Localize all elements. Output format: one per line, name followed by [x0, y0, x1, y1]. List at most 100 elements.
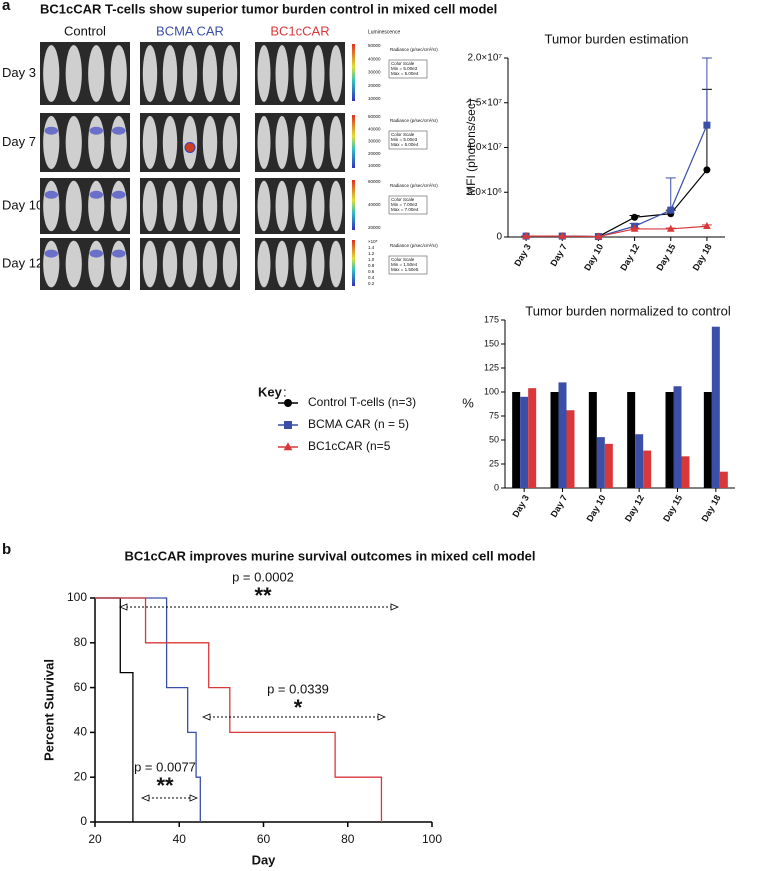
signal: [112, 249, 126, 258]
scale-tick: 1.2: [368, 251, 375, 256]
mouse: [257, 180, 271, 232]
marker: [522, 231, 530, 239]
marker: [703, 222, 711, 230]
bar: [558, 382, 567, 488]
bar: [596, 437, 605, 488]
mouse: [257, 115, 271, 170]
y-tick-label: 175: [484, 314, 499, 324]
row-label: Day 3: [2, 65, 36, 80]
row-label: Day 7: [2, 134, 36, 149]
mouse: [142, 45, 158, 102]
x-tick-label: Day 10: [584, 493, 607, 523]
marker: [703, 166, 711, 174]
significance: **: [156, 773, 174, 798]
mouse: [293, 45, 307, 102]
y-tick-label: 1.5×10⁷: [468, 97, 503, 108]
marker: [630, 224, 639, 232]
scale-max: Max = 7.00e4: [391, 207, 419, 212]
mouse: [275, 115, 289, 170]
signal: [89, 126, 103, 135]
mouse: [162, 180, 178, 232]
x-tick-label: 20: [88, 832, 102, 846]
row-label: Day 10: [2, 197, 43, 212]
x-tick-label: Day 7: [549, 493, 570, 519]
mouse: [182, 180, 198, 232]
y-tick-label: 2.0×10⁷: [468, 53, 503, 64]
x-tick-label: Day 3: [510, 493, 531, 519]
signal: [44, 190, 58, 199]
mouse: [65, 240, 82, 288]
series-line: [526, 169, 708, 238]
y-tick-label: 20: [74, 769, 88, 783]
x-tick-label: Day 10: [582, 242, 605, 272]
bracket-end: [390, 603, 400, 611]
mouse: [257, 45, 271, 102]
mouse: [110, 45, 127, 102]
mouse: [222, 180, 238, 232]
bar: [520, 396, 529, 488]
bar: [681, 456, 690, 488]
mouse: [43, 45, 60, 102]
mouse: [275, 45, 289, 102]
x-tick-label: Day 12: [618, 242, 641, 272]
marker: [284, 421, 292, 429]
mouse: [202, 240, 218, 288]
survival-curve: [95, 597, 383, 822]
key-entry: BC1cCAR (n=5: [308, 439, 391, 453]
scale-unit: Radiance (p/sec/cm²/sr): [390, 243, 438, 248]
scale-tick: 10000: [368, 96, 381, 101]
scale-box: [388, 255, 428, 275]
scale-tick: 0.2: [368, 281, 375, 286]
color-bar: [352, 44, 355, 101]
x-tick-label: Day 18: [699, 493, 722, 523]
row-label: Day 12: [2, 255, 43, 270]
y-tick-label: 100: [484, 386, 499, 396]
p-value: p = 0.0002: [232, 569, 294, 584]
mouse: [202, 115, 218, 170]
bar: [665, 392, 674, 488]
y-tick-label: 0: [80, 814, 87, 828]
panel-label: b: [2, 541, 11, 558]
scale-tick: 20000: [368, 83, 381, 88]
marker: [594, 232, 603, 240]
color-bar: [352, 180, 355, 230]
mouse: [311, 45, 325, 102]
scale-color: Color Scale: [391, 197, 415, 202]
scale-box: [388, 195, 428, 215]
chart-title: Tumor burden estimation: [544, 31, 688, 46]
y-tick-label: 40: [74, 725, 88, 739]
mouse: [222, 240, 238, 288]
bracket-end: [140, 794, 150, 802]
scale-unit: Radiance (p/sec/cm²/sr): [390, 183, 438, 188]
x-tick-label: Day 12: [623, 493, 646, 523]
scale-tick: 40000: [368, 126, 381, 131]
scale-min: Min = 5.00e3: [391, 66, 418, 71]
y-tick-label: 0: [496, 232, 502, 243]
scale-tick: ×10⁵: [368, 239, 378, 244]
scale-box: [388, 59, 428, 79]
mouse: [142, 240, 158, 288]
scale-min: Min = 1.50e4: [391, 262, 418, 267]
mouse: [329, 115, 343, 170]
signal: [89, 190, 103, 199]
mouse: [329, 180, 343, 232]
marker: [283, 442, 293, 451]
mouse: [142, 115, 158, 170]
scale-color: Color Scale: [391, 132, 415, 137]
color-bar: [352, 240, 355, 286]
mouse: [110, 180, 127, 232]
x-tick-label: Day 3: [512, 242, 533, 268]
y-tick-label: 125: [484, 362, 499, 372]
key-colon: :: [283, 384, 287, 399]
marker: [666, 224, 675, 232]
bar: [719, 471, 728, 488]
mouse: [88, 180, 105, 232]
x-tick-label: Day 18: [691, 242, 714, 272]
scale-tick: 40000: [368, 56, 381, 61]
mouse: [88, 45, 105, 102]
y-tick-label: 1.0×10⁷: [468, 142, 503, 153]
p-value: p = 0.0339: [267, 681, 329, 696]
signal: [112, 126, 126, 135]
key-entry: BCMA CAR (n = 5): [308, 417, 409, 431]
y-tick-label: 5.0×10⁶: [467, 187, 502, 198]
